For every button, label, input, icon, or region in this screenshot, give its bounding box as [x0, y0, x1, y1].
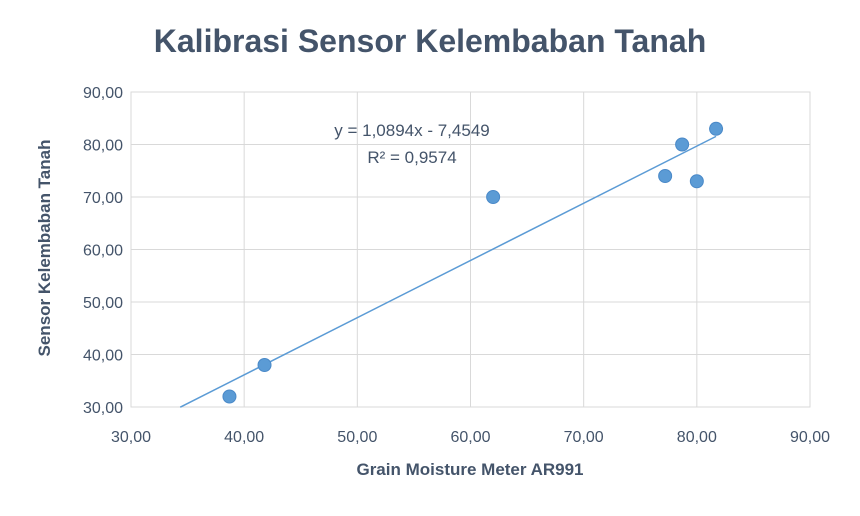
- y-tick-label: 90,00: [83, 85, 123, 102]
- trendline-equation: y = 1,0894x - 7,4549: [334, 121, 489, 140]
- data-point: [675, 137, 690, 152]
- x-tick-label: 60,00: [450, 429, 490, 446]
- r-squared-label: R² = 0,9574: [367, 148, 456, 167]
- x-tick-label: 40,00: [224, 429, 264, 446]
- data-points: [222, 121, 724, 404]
- x-tick-label: 30,00: [111, 429, 151, 446]
- x-tick-label: 70,00: [564, 429, 604, 446]
- y-tick-label: 30,00: [83, 400, 123, 417]
- data-point: [222, 389, 237, 404]
- data-point: [257, 358, 272, 372]
- chart-title: Kalibrasi Sensor Kelembaban Tanah: [154, 23, 706, 59]
- x-tick-label: 50,00: [337, 429, 377, 446]
- data-point: [658, 169, 673, 183]
- y-tick-label: 70,00: [83, 190, 123, 207]
- y-tick-label: 60,00: [83, 243, 123, 260]
- y-axis-ticks: 30,00 40,00 50,00 60,00 70,00 80,00 90,00: [83, 85, 123, 417]
- plot-area: [130, 91, 811, 408]
- x-tick-label: 80,00: [677, 429, 717, 446]
- x-tick-label: 90,00: [790, 429, 830, 446]
- y-tick-label: 80,00: [83, 138, 123, 155]
- y-axis-title: Sensor Kelembaban Tanah: [35, 140, 54, 357]
- data-point: [689, 174, 704, 189]
- data-point: [486, 190, 501, 204]
- y-tick-label: 40,00: [83, 348, 123, 365]
- y-tick-label: 50,00: [83, 295, 123, 312]
- x-axis-title: Grain Moisture Meter AR991: [356, 460, 583, 479]
- data-point: [709, 121, 724, 136]
- x-axis-ticks: 30,00 40,00 50,00 60,00 70,00 80,00 90,00: [111, 429, 830, 446]
